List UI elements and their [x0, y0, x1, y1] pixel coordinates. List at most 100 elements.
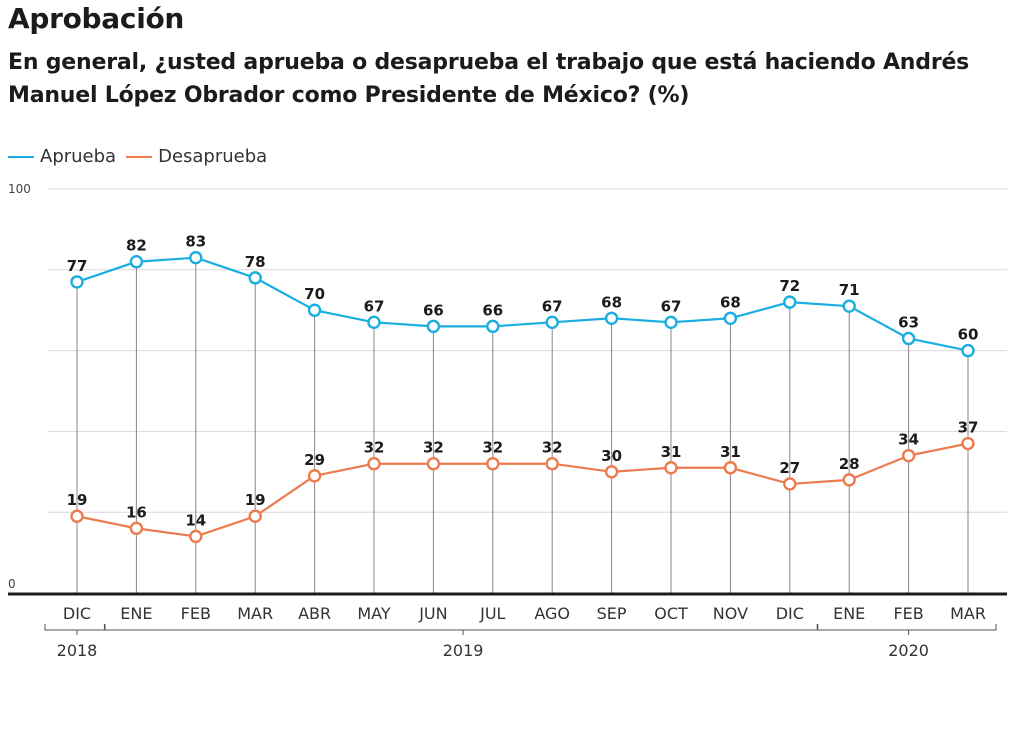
data-label-desaprueba: 14	[185, 511, 206, 529]
x-tick-label: JUN	[418, 604, 447, 623]
x-tick-label: ABR	[298, 604, 331, 623]
x-tick-label: OCT	[654, 604, 688, 623]
data-point-desaprueba	[901, 448, 916, 463]
data-label-aprueba: 66	[423, 301, 444, 319]
year-bracket-2020	[816, 624, 997, 631]
chart-subtitle: En general, ¿usted aprueba o desaprueba …	[8, 50, 970, 108]
year-bracket-2019	[103, 624, 819, 631]
data-point-desaprueba	[189, 529, 203, 544]
data-label-aprueba: 60	[958, 326, 979, 344]
data-point-aprueba	[189, 250, 203, 265]
data-label-desaprueba: 27	[779, 459, 800, 477]
year-label-2019: 2019	[443, 641, 484, 660]
data-label-desaprueba: 32	[542, 439, 563, 457]
data-label-desaprueba: 32	[364, 439, 385, 457]
y-tick-label-100: 100	[8, 182, 31, 196]
data-point-desaprueba	[70, 509, 84, 523]
data-point-desaprueba	[604, 465, 619, 479]
x-tick-label: MAR	[237, 604, 273, 623]
legend-label-aprueba: Aprueba	[40, 146, 117, 167]
data-label-aprueba: 71	[839, 281, 860, 299]
data-point-aprueba	[664, 315, 678, 330]
series-line-aprueba	[76, 256, 969, 352]
data-point-desaprueba	[367, 457, 381, 471]
data-point-aprueba	[307, 303, 322, 317]
data-point-desaprueba	[426, 457, 441, 471]
data-label-aprueba: 82	[126, 237, 147, 255]
data-label-aprueba: 68	[601, 293, 622, 311]
drop-lines	[76, 257, 969, 593]
legend-label-desaprueba: Desaprueba	[158, 146, 268, 167]
data-label-aprueba: 78	[245, 253, 266, 271]
year-bracket-2018	[44, 624, 106, 631]
data-point-aprueba	[248, 271, 262, 285]
data-point-desaprueba	[248, 509, 262, 523]
data-label-desaprueba: 28	[839, 455, 860, 473]
data-point-aprueba	[783, 295, 797, 309]
data-point-aprueba	[129, 255, 144, 269]
data-label-desaprueba: 30	[601, 447, 622, 465]
data-point-desaprueba	[664, 461, 678, 475]
data-point-aprueba	[426, 319, 441, 334]
data-point-desaprueba	[129, 521, 144, 536]
data-label-desaprueba: 32	[423, 439, 444, 457]
data-labels: 77 82 83 78 70 67 66 66 67 68 67 68 72 71 63 60 19 16 14 19…	[67, 233, 979, 530]
data-label-desaprueba: 29	[304, 451, 325, 469]
year-label-2018: 2018	[57, 641, 98, 660]
x-tick-label: JUL	[479, 604, 505, 623]
data-label-desaprueba: 34	[898, 431, 919, 449]
data-point-aprueba	[604, 311, 619, 325]
data-label-aprueba: 72	[779, 277, 800, 295]
data-point-aprueba	[545, 315, 559, 330]
x-tick-label: FEB	[893, 604, 923, 623]
data-point-aprueba	[367, 315, 381, 330]
data-point-desaprueba	[486, 457, 500, 471]
data-point-aprueba	[70, 275, 84, 289]
x-tick-label: NOV	[713, 604, 748, 623]
data-point-desaprueba	[842, 473, 856, 487]
x-tick-label: DIC	[776, 604, 804, 623]
data-label-desaprueba: 19	[245, 491, 266, 509]
data-point-desaprueba	[723, 461, 738, 475]
data-point-aprueba	[842, 299, 856, 313]
legend-item-aprueba: Aprueba	[8, 146, 116, 167]
year-label-2020: 2020	[888, 641, 929, 660]
data-point-aprueba	[723, 311, 738, 325]
data-points	[70, 250, 975, 544]
series-lines	[76, 256, 969, 538]
data-point-aprueba	[961, 343, 975, 358]
data-point-aprueba	[901, 331, 916, 346]
data-point-desaprueba	[545, 457, 559, 471]
data-label-aprueba: 67	[364, 297, 385, 315]
data-point-desaprueba	[307, 469, 322, 483]
legend: Aprueba Desaprueba	[8, 146, 271, 167]
y-tick-label-0: 0	[8, 577, 16, 591]
data-label-aprueba: 67	[542, 297, 563, 315]
data-point-desaprueba	[783, 477, 797, 491]
data-label-desaprueba: 31	[661, 443, 682, 461]
data-label-desaprueba: 37	[958, 419, 979, 437]
data-point-desaprueba	[961, 436, 975, 451]
x-tick-label: DIC	[63, 604, 91, 623]
data-label-desaprueba: 31	[720, 443, 741, 461]
x-tick-label: AGO	[534, 604, 570, 623]
data-label-aprueba: 70	[304, 285, 325, 303]
x-tick-label: MAY	[357, 604, 391, 623]
data-label-aprueba: 67	[661, 297, 682, 315]
x-tick-label: ENE	[833, 604, 865, 623]
series-line-desaprueba	[76, 442, 969, 538]
data-label-aprueba: 63	[898, 313, 919, 331]
data-label-aprueba: 77	[67, 257, 88, 275]
data-label-desaprueba: 16	[126, 503, 147, 521]
x-tick-label: FEB	[181, 604, 211, 623]
data-label-aprueba: 83	[185, 233, 206, 251]
legend-item-desaprueba: Desaprueba	[126, 146, 267, 167]
data-label-aprueba: 66	[482, 301, 503, 319]
x-tick-label: ENE	[120, 604, 152, 623]
data-label-desaprueba: 32	[482, 439, 503, 457]
data-label-desaprueba: 19	[67, 491, 88, 509]
chart-title: Aprobación	[8, 2, 185, 35]
data-label-aprueba: 68	[720, 293, 741, 311]
legend-swatch-desaprueba	[126, 155, 153, 158]
